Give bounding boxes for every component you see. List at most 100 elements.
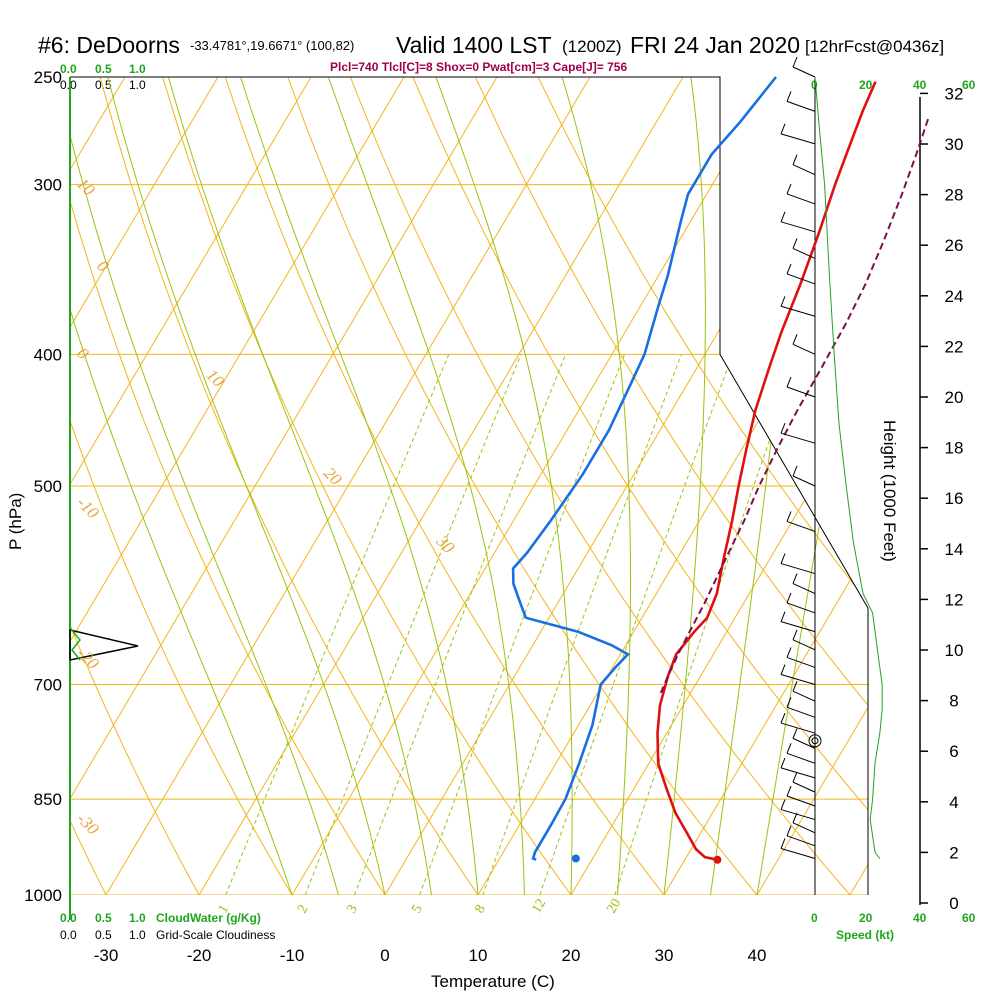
wind-barb <box>786 376 816 398</box>
wind-barb-flag <box>780 838 786 849</box>
wind-barb-shaft <box>780 221 816 233</box>
isotherm <box>756 77 868 895</box>
wind-barb-shaft <box>786 656 816 668</box>
wind-barb-shaft <box>792 781 816 793</box>
wind-barb <box>786 785 816 807</box>
height-tick-label: 28 <box>945 186 964 205</box>
wind-barb-shaft <box>780 133 816 145</box>
pressure-tick-label: 500 <box>34 477 62 496</box>
isotherm <box>70 77 312 895</box>
moist-adiabat <box>435 77 573 895</box>
wind-barb-shaft <box>792 343 816 355</box>
mixing-ratio-label: 20 <box>604 896 624 916</box>
wind-barb-flag <box>780 664 786 675</box>
moist-adiabat <box>561 77 631 895</box>
grid-clip <box>70 77 868 895</box>
height-tick-label: 18 <box>945 439 964 458</box>
speed-tick: 60 <box>962 911 976 925</box>
wind-barb-flag <box>786 743 792 754</box>
wind-barb <box>786 263 816 285</box>
wind-barb-flag <box>786 511 792 522</box>
wind-barb-shaft <box>780 722 816 734</box>
mixing-ratio-label: 8 <box>472 902 488 916</box>
height-tick-label: 0 <box>949 894 958 913</box>
parameters-line: Plcl=740 Tlcl[C]=8 Shox=0 Pwat[cm]=3 Cap… <box>330 60 627 74</box>
speed-scale-bottom: 0 20 40 60 Speed (kt) <box>811 911 976 942</box>
wind-barb <box>792 238 816 259</box>
temperature-tick-label: -10 <box>280 946 305 965</box>
dry-adiabat <box>349 77 851 895</box>
wind-barb-shaft <box>780 674 816 686</box>
cloud-tick: 0.0 <box>60 78 77 92</box>
cloudiness-marker <box>69 629 139 661</box>
wind-barb <box>780 664 816 686</box>
wind-barb-flag <box>780 123 786 135</box>
dry-adiabat <box>162 77 572 895</box>
isotherm <box>291 77 777 895</box>
wind-barb <box>786 697 816 718</box>
wind-barb <box>786 183 816 205</box>
wind-barb-flag <box>780 712 786 724</box>
calm-wind-inner <box>811 737 819 745</box>
height-tick-label: 10 <box>945 641 964 660</box>
wind-barb-shaft <box>786 273 816 285</box>
valid-time: Valid 1400 LST <box>396 32 552 58</box>
isotherm <box>70 77 405 895</box>
wind-barb <box>786 647 816 668</box>
wind-barb-flag <box>780 553 786 564</box>
isotherm <box>70 77 498 895</box>
wind-barb-shaft <box>780 767 816 779</box>
cloud-tick: 0.0 <box>60 928 77 942</box>
wind-barb-flag <box>780 611 786 622</box>
temperature-tick-label: 40 <box>748 946 767 965</box>
wind-barb-flag <box>786 263 792 275</box>
temperature-tick-label: 20 <box>562 946 581 965</box>
wind-barb-shaft <box>792 475 816 487</box>
plot-frame <box>70 76 869 895</box>
speed-tick: 60 <box>962 78 976 92</box>
wind-barb-shaft <box>786 706 816 718</box>
wind-barb <box>780 123 816 145</box>
dry-adiabat-label: 0 <box>73 344 93 364</box>
wind-barb-flag <box>780 211 786 222</box>
wind-barb-shaft <box>786 100 816 112</box>
zulu-time: (1200Z) <box>562 37 622 56</box>
wind-barb-flag <box>792 573 798 584</box>
height-tick-label: 20 <box>945 388 964 407</box>
wind-barb-flag <box>792 728 798 739</box>
cloudwater-label: CloudWater (g/Kg) <box>156 911 261 925</box>
wind-barb <box>792 680 816 702</box>
wind-barb-shaft <box>786 520 816 532</box>
temperature-tick-label: -30 <box>94 946 119 965</box>
wind-barb-shaft <box>792 639 816 651</box>
wind-barb <box>780 799 816 821</box>
wind-barb-flag <box>786 91 792 102</box>
speed-tick: 40 <box>913 78 927 92</box>
forecast-label: [12hrFcst@0436z] <box>805 37 944 56</box>
temperature-tick-label: 30 <box>655 946 674 965</box>
cloud-scale-top-black: 0.0 0.5 1.0 <box>60 78 146 92</box>
height-tick-label: 16 <box>945 489 964 508</box>
wind-barb <box>792 573 816 595</box>
station-coords: -33.4781°,19.6671° (100,82) <box>190 38 354 53</box>
surface-dewpoint-dot <box>571 854 580 863</box>
wind-barb-shaft <box>792 66 816 78</box>
mixing-ratio-label: 3 <box>344 902 360 916</box>
wind-barb-flag <box>786 183 792 195</box>
wind-barb-shaft <box>792 690 816 702</box>
wind-barb-flag <box>792 238 798 249</box>
wind-barb-shaft <box>786 835 816 847</box>
dry-adiabat-label: 20 <box>320 463 346 489</box>
cloud-tick: 0.0 <box>60 911 77 925</box>
moist-adiabat <box>327 77 525 895</box>
cloud-tick: 0.5 <box>95 78 112 92</box>
height-tick-label: 26 <box>945 236 964 255</box>
wind-barb-shaft <box>780 432 816 444</box>
cloud-scale-bottom: 0.0 0.5 1.0 CloudWater (g/Kg) 0.0 0.5 1.… <box>60 911 275 942</box>
wind-barb <box>792 56 816 78</box>
wind-barb-shaft <box>780 809 816 821</box>
cloud-tick: 0.5 <box>95 911 112 925</box>
wind-barb-flag <box>792 812 798 824</box>
wind-barb <box>786 825 816 847</box>
speed-axis-label: Speed (kt) <box>836 928 894 942</box>
